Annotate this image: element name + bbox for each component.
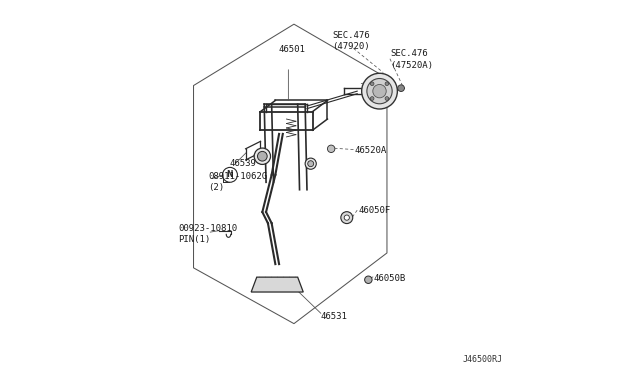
Text: 46050F: 46050F xyxy=(358,206,391,215)
Circle shape xyxy=(341,212,353,224)
Circle shape xyxy=(328,145,335,153)
Circle shape xyxy=(362,73,397,109)
Circle shape xyxy=(373,84,386,98)
Text: J46500RJ: J46500RJ xyxy=(462,355,502,364)
Circle shape xyxy=(397,85,404,92)
Circle shape xyxy=(305,158,316,169)
Text: 46520A: 46520A xyxy=(355,146,387,155)
Text: 46050B: 46050B xyxy=(374,274,406,283)
Text: 46501: 46501 xyxy=(278,45,305,54)
Circle shape xyxy=(367,78,392,104)
Text: SEC.476
(47520A): SEC.476 (47520A) xyxy=(390,49,433,70)
Text: 46531: 46531 xyxy=(321,312,348,321)
Circle shape xyxy=(371,97,374,100)
Text: 08911-1062G
(2): 08911-1062G (2) xyxy=(209,172,268,192)
Polygon shape xyxy=(251,277,303,292)
Circle shape xyxy=(344,215,349,220)
Circle shape xyxy=(365,276,372,283)
Text: N: N xyxy=(227,170,233,179)
Circle shape xyxy=(257,151,267,161)
Text: SEC.476
(47920): SEC.476 (47920) xyxy=(332,31,370,51)
Circle shape xyxy=(223,167,237,182)
Text: 46539: 46539 xyxy=(230,159,257,168)
Text: 00923-10810
PIN(1): 00923-10810 PIN(1) xyxy=(178,224,237,244)
Circle shape xyxy=(371,82,374,86)
Circle shape xyxy=(308,161,314,167)
Circle shape xyxy=(385,97,388,100)
Circle shape xyxy=(254,148,271,164)
Circle shape xyxy=(385,82,388,86)
